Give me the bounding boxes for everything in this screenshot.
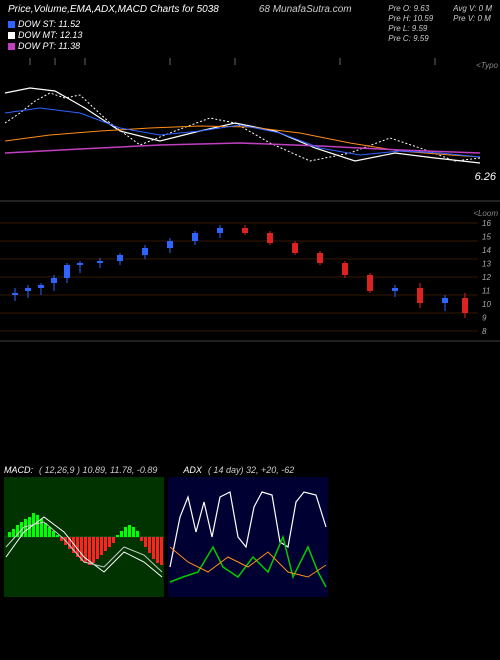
chart-title: Price,Volume,EMA,ADX,MACD Charts for 503… [8,4,219,15]
svg-text:15: 15 [482,233,491,242]
adx-panel [168,477,328,597]
spacer [0,343,500,463]
macd-panel [4,477,164,597]
source-label: 68 MunafaSutra.com [259,4,352,15]
legend-label: DOW ST: 11.52 [18,19,80,29]
legend-label: DOW PT: 11.38 [18,41,80,51]
legend-item: DOW ST: 11.52 [8,19,352,29]
adx-params: ( 14 day) 32, +20, -62 [208,465,294,475]
stat-value: Pre V: 0 M [453,14,492,23]
axis-note-candle: <Loom [473,209,498,218]
svg-text:16: 16 [482,219,491,228]
macd-params: ( 12,26,9 ) 10.89, 11.78, -0.89 [39,465,157,475]
svg-text:14: 14 [482,246,491,255]
legend-swatch [8,21,15,28]
price-right-label: 6.26 [475,171,496,183]
stat-value: Pre H: 10.59 [388,14,433,23]
chart-header: Price,Volume,EMA,ADX,MACD Charts for 503… [0,0,500,53]
macd-label: MACD: [4,465,33,475]
stat-value: Pre L: 9.59 [388,24,433,33]
svg-text:11: 11 [482,287,490,296]
stat-value: Pre O: 9.63 [388,4,433,13]
stat-value: Avg V: 0 M [453,4,492,13]
svg-text:12: 12 [482,273,491,282]
svg-text:9: 9 [482,314,487,323]
legend-swatch [8,32,15,39]
candle-panel: <Loom 16 15 14 13 12 11 10 9 8 [0,203,500,343]
legend-swatch [8,43,15,50]
legend-item: DOW PT: 11.38 [8,41,352,51]
svg-text:10: 10 [482,300,491,309]
axis-note-top: <Typo [476,61,498,70]
legend: DOW ST: 11.52DOW MT: 12.13DOW PT: 11.38 [8,19,352,51]
legend-item: DOW MT: 12.13 [8,30,352,40]
legend-label: DOW MT: 12.13 [18,30,82,40]
svg-text:13: 13 [482,260,491,269]
stat-value: Pre C: 9.59 [388,34,433,43]
stats-block: Pre O: 9.63Pre H: 10.59Pre L: 9.59Pre C:… [388,4,492,51]
price-panel: <Typo 6.26 [0,53,500,203]
svg-text:8: 8 [482,327,487,336]
indicators-row: MACD: ( 12,26,9 ) 10.89, 11.78, -0.89 AD… [0,463,500,597]
adx-label: ADX [183,465,202,475]
